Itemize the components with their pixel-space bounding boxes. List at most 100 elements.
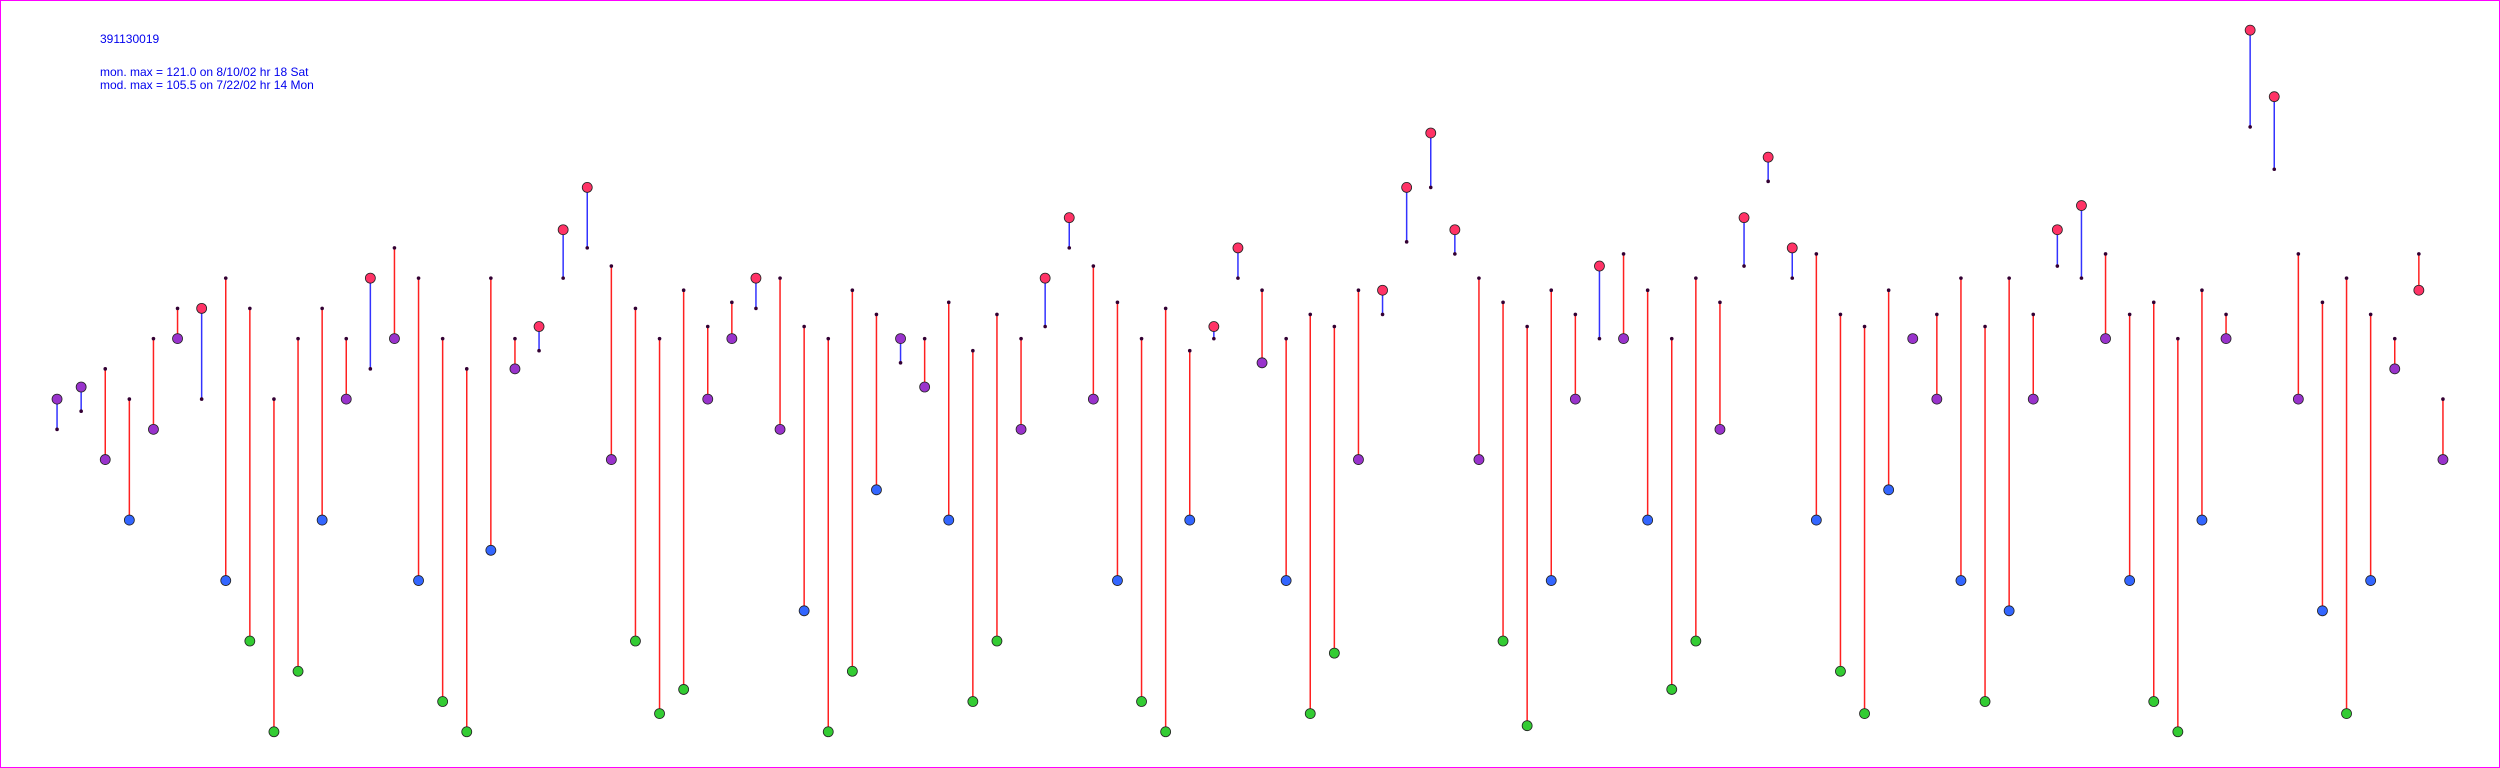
monitor-point [678,684,690,695]
model-tip [1718,300,1722,305]
model-tip [199,397,204,401]
model-tip [1597,336,1602,341]
monitor-point [340,393,352,405]
model-tip [1428,185,1433,190]
monitor-point [1256,357,1268,369]
annotation: mon. max = 121.0 on 8/10/02 hr 18 Sat [100,65,309,79]
monitor-point [2196,514,2208,526]
monitor-point [1377,284,1388,296]
monitor-point [2027,393,2039,405]
monitor-point [1835,665,1846,677]
model-tip [1139,336,1144,341]
model-tip [1525,324,1529,329]
model-tip [874,312,879,317]
monitor-point [581,182,593,193]
model-tip [2151,300,2156,305]
monitor-point [1160,726,1172,738]
model-tip [1959,276,1963,280]
monitor-point [967,696,979,707]
model-tip [898,361,903,365]
monitor-point [1039,272,1051,284]
monitor-point [1883,484,1895,496]
model-tip [2103,252,2108,256]
model-tip [609,264,614,268]
monitor-point [1714,423,1726,435]
monitor-point [1425,127,1437,139]
model-tip [1332,324,1337,329]
model-tip [368,367,373,371]
monitor-point [2244,24,2256,36]
model-tip [802,324,806,329]
model-tip [922,336,927,341]
monitor-point [846,665,858,677]
monitor-point [461,726,473,738]
monitor-point [1473,454,1485,465]
monitor-point [268,726,280,738]
model-tip [320,306,324,311]
model-tip [1091,264,1096,268]
monitor-point [244,635,256,647]
monitor-point [172,333,183,345]
monitor-point [1642,514,1654,526]
model-tip [489,276,493,280]
monitor-point [1112,575,1123,586]
monitor-point [389,333,400,345]
monitor-point [750,272,762,284]
monitor-point [654,708,665,720]
model-tip [2031,312,2036,317]
model-tip [127,397,132,401]
monitor-point [2100,333,2111,345]
monitor-point [1328,647,1340,659]
model-tip [1935,312,1939,317]
model-tip [1236,276,1240,280]
model-tip [1404,240,1409,244]
model-tip [1669,336,1674,341]
monitor-point [822,726,834,738]
monitor-point [364,272,376,284]
model-tip [79,409,83,413]
monitor-point [1353,454,1364,465]
monitor-point [2317,605,2328,617]
monitor-point [292,665,304,677]
model-tip [1380,312,1385,317]
model-tip [1573,312,1578,317]
monitor-point [1594,260,1605,272]
model-tip [537,348,541,353]
monitor-point [2076,200,2087,211]
model-tip [2441,397,2445,401]
model-tip [1260,288,1264,293]
monitor-point [1618,333,1629,345]
model-tip [826,336,831,341]
monitor-point [509,363,521,375]
model-tip [1694,276,1698,280]
monitor-point [1087,393,1099,405]
monitor-point [1690,635,1702,647]
model-tip [1308,312,1313,317]
model-tip [585,246,590,250]
monitor-point [1232,242,1244,254]
monitor-point [1184,514,1196,526]
monitor-point [220,575,232,586]
model-tip [1284,336,1288,341]
model-tip [223,276,228,280]
model-tip [657,336,662,341]
monitor-point [533,321,545,332]
monitor-point [726,333,738,345]
monitor-point [630,635,641,647]
model-tip [1862,324,1867,329]
monitor-point [1280,575,1292,586]
model-tip [1886,288,1891,293]
model-tip [1019,336,1023,341]
model-tip [2296,252,2301,256]
monitor-point [2268,91,2280,103]
monitor-point [1907,333,1919,345]
model-tip [272,397,276,401]
model-tip [2248,125,2252,129]
model-tip [2272,167,2277,172]
model-tip [1356,288,1361,293]
model-tip [2176,336,2180,341]
model-tip [55,427,59,432]
monitor-point [2051,224,2063,236]
